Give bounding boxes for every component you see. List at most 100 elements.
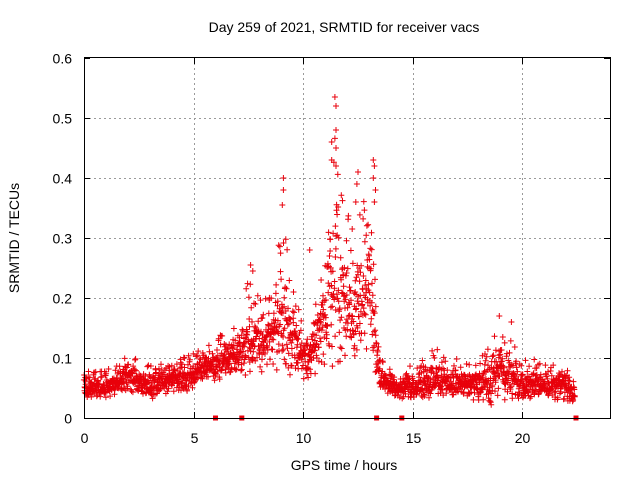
data-point <box>288 339 295 346</box>
data-point <box>375 343 382 350</box>
data-point <box>371 310 378 317</box>
data-point <box>177 365 183 372</box>
data-point <box>340 283 347 290</box>
data-point <box>367 302 374 309</box>
data-point <box>102 394 109 401</box>
data-point <box>427 390 434 397</box>
data-point <box>291 309 297 316</box>
data-point <box>88 393 95 400</box>
data-point <box>332 254 339 260</box>
data-point <box>277 321 284 328</box>
data-point <box>362 277 369 284</box>
data-point <box>451 362 457 369</box>
data-point <box>482 357 489 364</box>
y-tick-label: 0.6 <box>53 51 73 67</box>
data-point <box>181 355 188 361</box>
data-point <box>367 245 374 252</box>
data-point <box>427 375 434 382</box>
data-point <box>98 373 105 380</box>
y-tick-label: 0.4 <box>53 171 73 187</box>
data-point <box>179 361 185 368</box>
data-point <box>491 333 498 340</box>
data-point <box>373 339 380 346</box>
data-point <box>283 360 290 367</box>
data-point <box>282 284 289 291</box>
data-point <box>284 321 291 328</box>
data-point <box>526 363 533 370</box>
data-point <box>305 374 312 381</box>
data-point <box>343 270 350 276</box>
data-point <box>368 246 375 253</box>
data-point <box>501 396 508 403</box>
data-point <box>274 317 281 324</box>
data-point <box>86 374 93 381</box>
data-point <box>147 363 154 369</box>
data-point <box>357 308 364 315</box>
y-tick-label: 0.1 <box>53 351 73 367</box>
data-point <box>246 316 253 322</box>
data-point <box>276 305 283 312</box>
data-point <box>226 360 233 367</box>
data-point <box>350 331 357 338</box>
data-point <box>307 366 313 373</box>
data-point <box>344 265 351 272</box>
data-point <box>125 361 132 368</box>
data-point <box>287 316 294 323</box>
data-point <box>280 346 287 353</box>
data-point <box>280 175 287 181</box>
data-point <box>330 230 337 237</box>
y-tick-labels: 0 0.1 0.2 0.3 0.4 0.5 0.6 <box>53 51 73 427</box>
data-point <box>274 298 281 305</box>
data-point <box>501 380 508 387</box>
data-point <box>407 363 413 370</box>
data-point <box>272 290 279 297</box>
data-point <box>149 395 156 402</box>
data-point <box>337 317 344 324</box>
data-point <box>419 357 426 364</box>
data-point <box>296 330 303 336</box>
data-point <box>337 254 344 261</box>
data-point <box>270 361 277 367</box>
data-point <box>279 202 286 208</box>
data-point <box>258 368 265 375</box>
data-point <box>259 315 266 321</box>
data-point <box>206 348 213 355</box>
data-point <box>562 373 569 380</box>
data-point <box>457 364 464 371</box>
data-point <box>331 296 338 303</box>
data-point <box>331 285 338 292</box>
data-point <box>356 211 363 218</box>
data-point <box>285 305 291 312</box>
data-point <box>367 321 374 328</box>
data-point <box>281 356 288 363</box>
data-point <box>349 260 356 267</box>
data-point <box>267 356 273 363</box>
data-point <box>259 356 265 363</box>
data-point <box>173 361 180 368</box>
data-point <box>123 364 130 371</box>
data-point <box>513 358 520 365</box>
data-point <box>363 232 370 239</box>
data-point <box>513 364 520 371</box>
x-tick-label: 0 <box>81 430 89 446</box>
data-point <box>275 341 282 348</box>
data-point <box>322 314 329 321</box>
data-point <box>571 386 578 393</box>
data-point <box>329 268 336 275</box>
data-point <box>327 248 334 254</box>
data-point <box>356 313 362 320</box>
data-point <box>179 369 186 376</box>
data-point <box>214 347 220 353</box>
data-point <box>103 370 110 377</box>
data-point <box>336 305 343 312</box>
data-point <box>483 353 490 360</box>
data-point <box>254 292 261 299</box>
data-point <box>463 361 470 367</box>
data-point <box>105 366 112 372</box>
data-point <box>346 301 353 307</box>
data-point <box>353 181 360 187</box>
data-point <box>317 318 324 325</box>
data-point <box>522 357 529 364</box>
data-point <box>334 211 341 218</box>
data-point <box>332 333 339 340</box>
